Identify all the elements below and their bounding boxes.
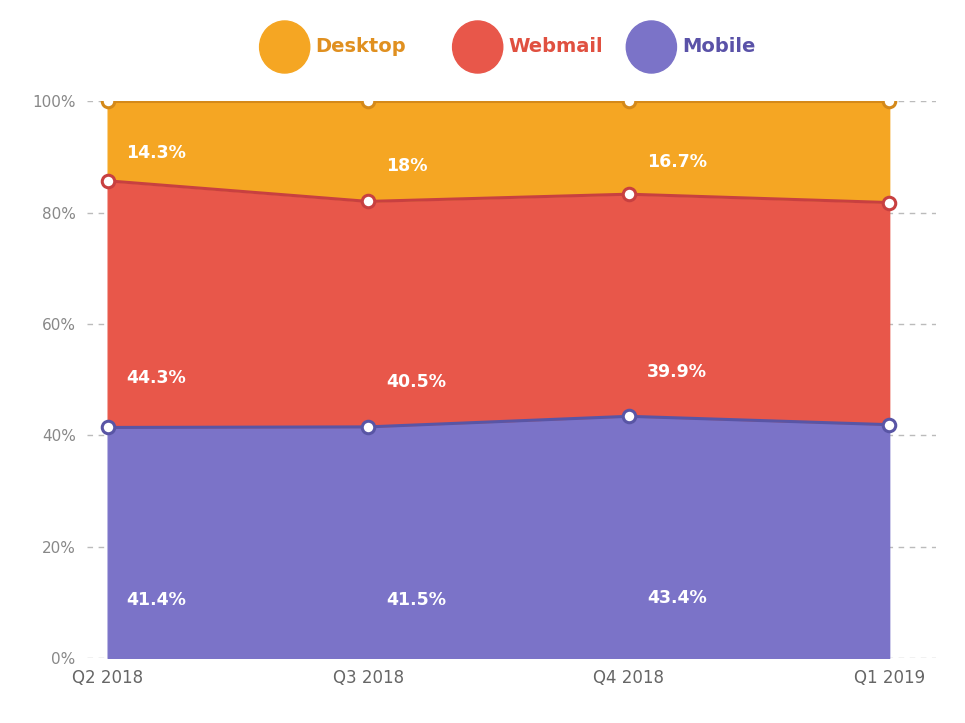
Text: Mobile: Mobile	[682, 38, 756, 56]
Text: 18.2%: 18.2%	[907, 158, 965, 176]
Text: 16.7%: 16.7%	[647, 153, 707, 171]
Text: Desktop: Desktop	[316, 38, 406, 56]
Text: 41.4%: 41.4%	[125, 591, 186, 609]
Text: 40.5%: 40.5%	[386, 373, 447, 391]
Text: 14.3%: 14.3%	[125, 144, 186, 162]
Text: 39.9%: 39.9%	[907, 371, 965, 389]
Text: 41.9%: 41.9%	[907, 591, 965, 609]
Text: 18%: 18%	[386, 158, 427, 176]
Text: Webmail: Webmail	[509, 38, 603, 56]
Text: 41.5%: 41.5%	[386, 591, 447, 609]
Text: 44.3%: 44.3%	[125, 369, 185, 387]
Text: 43.4%: 43.4%	[647, 589, 706, 607]
Text: 39.9%: 39.9%	[647, 363, 707, 381]
